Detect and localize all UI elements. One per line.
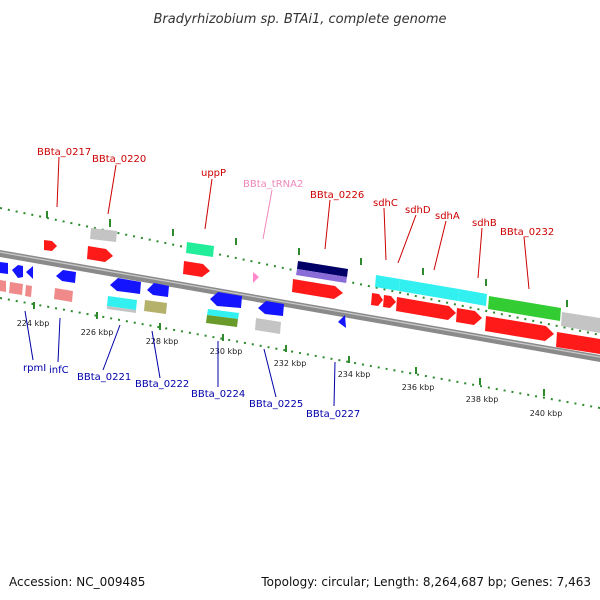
gene-uppp-red[interactable] <box>183 261 210 277</box>
kbp-label: 238 kbp <box>466 395 499 404</box>
gene-label-bbta-0221[interactable]: BBta_0221 <box>77 372 131 383</box>
outer-track <box>0 207 600 336</box>
gene-bbta-0226-purple[interactable] <box>296 269 347 283</box>
inner-track-ticks <box>33 302 545 396</box>
gene-label-bbta-0220[interactable]: BBta_0220 <box>92 154 146 165</box>
leaders-above <box>56 156 530 290</box>
gene-label-infc[interactable]: infC <box>49 365 69 376</box>
gene-sdha-red[interactable] <box>396 297 456 320</box>
labels-below: rpmI infC BBta_0221 BBta_0222 BBta_0224 … <box>23 363 360 420</box>
gene-bbta-0226-navy[interactable] <box>297 261 348 277</box>
gene-bbta-0221-blue[interactable] <box>110 278 141 294</box>
gene-sdhb-red[interactable] <box>456 308 482 325</box>
gene-label-bbta-0225[interactable]: BBta_0225 <box>249 399 303 410</box>
gene-bbta-0220-red[interactable] <box>87 246 113 262</box>
gene-sdhc-cyan[interactable] <box>375 275 400 291</box>
gene-label-sdhc[interactable]: sdhC <box>373 198 398 209</box>
leader-bbta-trna2 <box>262 189 273 240</box>
gene-bbta-0227[interactable] <box>338 315 346 328</box>
gene-sdhd-red[interactable] <box>383 295 396 308</box>
gene-gray-right[interactable] <box>561 312 600 333</box>
gene-bbta-0220-gray[interactable] <box>90 228 117 242</box>
gene-red-right[interactable] <box>556 332 600 354</box>
leader-bbta-0220 <box>107 164 117 215</box>
inner-track-line <box>0 297 600 409</box>
gene-salmon-left-3[interactable] <box>25 285 32 297</box>
leader-bbta-0232 <box>523 236 530 290</box>
kbp-label: 236 kbp <box>402 383 435 392</box>
gene-label-uppp[interactable]: uppP <box>201 168 226 179</box>
gene-label-sdha[interactable]: sdhA <box>435 211 460 222</box>
genome-summary-text: Topology: circular; Length: 8,264,687 bp… <box>260 575 591 589</box>
leader-bbta-0226 <box>324 199 331 250</box>
gene-sdha-cyan[interactable] <box>399 279 459 301</box>
leader-bbta-0222 <box>151 330 161 379</box>
kbp-label: 224 kbp <box>17 319 50 328</box>
leader-uppp <box>204 178 213 230</box>
gene-label-bbta-trna2[interactable]: BBta_tRNA2 <box>243 179 303 190</box>
gene-bbta-0232-green[interactable] <box>488 296 561 321</box>
leader-bbta-0217 <box>56 156 60 208</box>
gene-bbta-0224-cyan[interactable] <box>207 309 239 319</box>
kbp-label: 234 kbp <box>338 370 371 379</box>
gene-bbta-0226-red[interactable] <box>292 279 343 299</box>
gene-bbta-0221-cyan[interactable] <box>107 296 137 310</box>
gene-label-bbta-0232[interactable]: BBta_0232 <box>500 227 554 238</box>
gene-salmon-left-2[interactable] <box>9 282 23 295</box>
kbp-label: 240 kbp <box>530 409 563 418</box>
genes-below <box>0 262 346 334</box>
gene-bbta-0225-blue[interactable] <box>258 301 284 316</box>
kbp-scale: 224 kbp 226 kbp 228 kbp 230 kbp 232 kbp … <box>17 319 563 418</box>
gene-uppp-teal[interactable] <box>186 242 214 257</box>
kbp-label: 232 kbp <box>274 359 307 368</box>
gene-salmon-left-1[interactable] <box>0 280 6 292</box>
genome-backbone <box>0 250 600 362</box>
gene-blue-left-1[interactable] <box>0 262 8 274</box>
gene-label-bbta-0227[interactable]: BBta_0227 <box>306 409 360 420</box>
gene-blue-left-2[interactable] <box>12 265 23 278</box>
gene-label-sdhb[interactable]: sdhB <box>472 218 497 229</box>
gene-bbta-0225-gray[interactable] <box>255 318 281 334</box>
accession-text: Accession: NC_009485 <box>9 575 145 589</box>
leader-bbta-0227 <box>333 361 336 407</box>
gene-sdhc-red[interactable] <box>371 293 383 306</box>
labels-above: BBta_0217 BBta_0220 uppP BBta_tRNA2 BBta… <box>37 147 554 238</box>
kbp-label: 228 kbp <box>146 337 179 346</box>
gene-label-bbta-0224[interactable]: BBta_0224 <box>191 389 245 400</box>
leader-infc <box>57 317 61 363</box>
leader-sdhb <box>477 227 483 279</box>
gene-sdhb-cyan[interactable] <box>458 289 487 306</box>
leaders-below <box>24 310 336 407</box>
leader-sdhc <box>383 207 387 261</box>
gene-bbta-trna2[interactable] <box>253 272 259 283</box>
gene-bbta-0222-blue[interactable] <box>147 283 169 297</box>
gene-bbta-0232-red[interactable] <box>485 316 554 341</box>
leader-rpmi <box>24 310 34 361</box>
leader-bbta-0221 <box>102 324 121 371</box>
leader-sdhd <box>397 214 417 264</box>
gene-label-bbta-0222[interactable]: BBta_0222 <box>135 379 189 390</box>
gene-blue-left-3[interactable] <box>26 266 33 279</box>
inner-track <box>0 297 600 409</box>
kbp-label: 230 kbp <box>210 347 243 356</box>
gene-label-sdhd[interactable]: sdhD <box>405 205 431 216</box>
gene-infc[interactable] <box>54 288 73 302</box>
gene-label-bbta-0217[interactable]: BBta_0217 <box>37 147 91 158</box>
genes-above <box>44 228 600 354</box>
gene-rpmi[interactable] <box>56 270 76 283</box>
outer-track-ticks <box>46 211 568 307</box>
gene-label-rpmi[interactable]: rpmI <box>23 363 46 374</box>
leader-bbta-0225 <box>263 348 277 398</box>
gene-bbta-0224-blue[interactable] <box>210 292 242 308</box>
gene-bbta-0224-olive[interactable] <box>206 315 238 327</box>
gene-bbta-0222-olive[interactable] <box>144 300 167 314</box>
leader-sdha <box>433 220 447 271</box>
gene-label-bbta-0226[interactable]: BBta_0226 <box>310 190 364 201</box>
gene-bbta-0217[interactable] <box>44 240 57 251</box>
kbp-label: 226 kbp <box>81 328 114 337</box>
gene-bbta-0221-gray[interactable] <box>107 306 136 313</box>
map-title: Bradyrhizobium sp. BTAi1, complete genom… <box>153 12 446 27</box>
backbone-highlight <box>0 251 600 358</box>
